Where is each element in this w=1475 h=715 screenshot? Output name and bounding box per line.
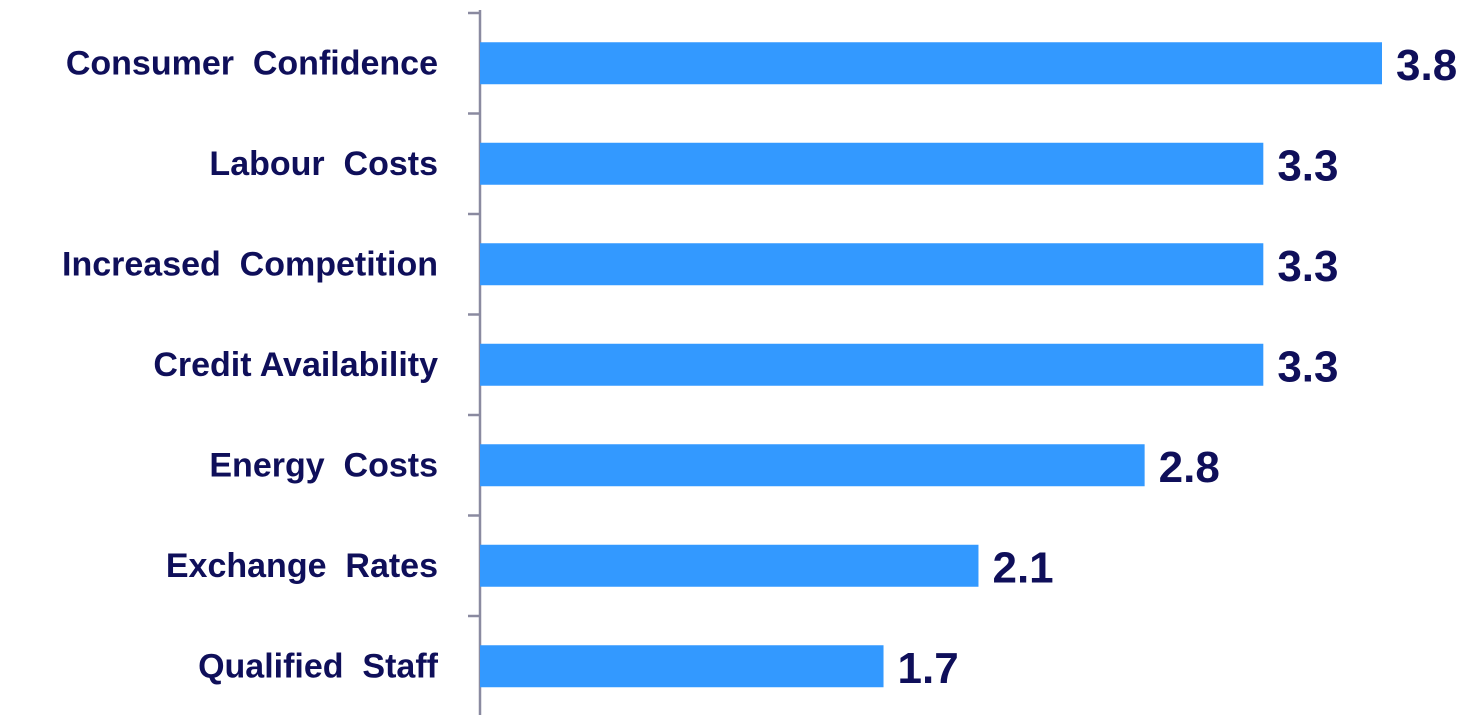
bar [480, 42, 1382, 85]
bar [480, 544, 979, 587]
category-label: Labour Costs [209, 145, 438, 183]
category-label: Consumer Confidence [66, 44, 438, 82]
value-labels: 3.8 3.3 3.3 3.3 2.8 2.1 1.7 [898, 41, 1458, 693]
data-label: 3.8 [1396, 41, 1457, 90]
data-label: 3.3 [1277, 242, 1338, 291]
category-label: Exchange Rates [166, 547, 438, 585]
bar [480, 645, 884, 688]
bar [480, 142, 1264, 185]
bar [480, 444, 1145, 487]
category-label: Increased Competition [62, 245, 438, 283]
category-label: Energy Costs [209, 446, 438, 484]
data-label: 2.8 [1159, 443, 1220, 492]
data-label: 3.3 [1277, 141, 1338, 190]
category-axis [468, 10, 482, 715]
data-label: 2.1 [992, 543, 1053, 592]
category-label: Credit Availability [153, 346, 438, 384]
category-label: Qualified Staff [198, 647, 439, 685]
data-label: 1.7 [898, 644, 959, 693]
bar [480, 343, 1264, 386]
category-labels: Consumer Confidence Labour Costs Increased… [62, 44, 439, 685]
bars [480, 42, 1382, 688]
data-label: 3.3 [1277, 342, 1338, 391]
bar [480, 243, 1264, 286]
